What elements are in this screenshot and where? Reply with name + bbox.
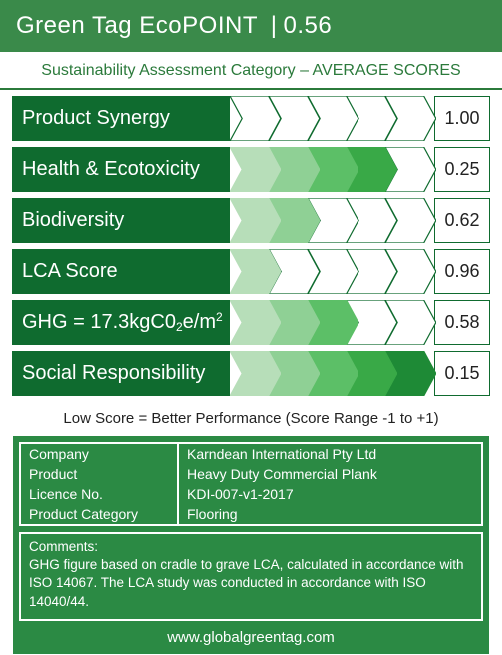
score-row: Health & Ecotoxicity 0.25 — [12, 147, 490, 192]
chevron — [230, 198, 269, 243]
comments-label: Comments: — [29, 538, 473, 556]
chevron — [230, 96, 269, 141]
header-divider: | — [271, 12, 278, 39]
comments-text: GHG figure based on cradle to grave LCA,… — [29, 556, 473, 611]
chevron-bar — [230, 300, 424, 345]
chevron — [230, 147, 269, 192]
info-key: Company — [21, 444, 179, 464]
header-title: Green Tag EcoPOINT — [16, 12, 258, 39]
chevron-bar — [230, 198, 424, 243]
website: www.globalgreentag.com — [13, 627, 489, 654]
info-table: CompanyKarndean International Pty LtdPro… — [19, 442, 483, 526]
score-row: Social Responsibility 0.15 — [12, 351, 490, 396]
score-rows: Product Synergy 1.00 Health & Ecotoxicity 0… — [0, 90, 502, 400]
comments-box: Comments: GHG figure based on cradle to … — [19, 532, 483, 621]
score-row: LCA Score 0.96 — [12, 249, 490, 294]
row-label: GHG = 17.3kgC02e/m2 — [12, 300, 230, 345]
chevron-bar — [230, 96, 424, 141]
header: Green Tag EcoPOINT |0.56 — [0, 0, 502, 52]
score-value: 0.96 — [434, 249, 490, 294]
info-key: Product — [21, 464, 179, 484]
row-label: Product Synergy — [12, 96, 230, 141]
info-key: Product Category — [21, 504, 179, 524]
chevron — [230, 300, 269, 345]
chevron-bar — [230, 249, 424, 294]
row-label: Biodiversity — [12, 198, 230, 243]
legend: Low Score = Better Performance (Score Ra… — [0, 400, 502, 435]
row-label: LCA Score — [12, 249, 230, 294]
chevron-bar — [230, 147, 424, 192]
header-score: 0.56 — [283, 12, 332, 39]
info-value: Heavy Duty Commercial Plank — [179, 464, 481, 484]
info-panel: CompanyKarndean International Pty LtdPro… — [12, 435, 490, 655]
score-row: Product Synergy 1.00 — [12, 96, 490, 141]
chevron — [230, 249, 269, 294]
row-label: Social Responsibility — [12, 351, 230, 396]
score-value: 0.62 — [434, 198, 490, 243]
score-row: GHG = 17.3kgC02e/m2 0.58 — [12, 300, 490, 345]
subheader: Sustainability Assessment Category – AVE… — [0, 52, 502, 90]
score-value: 0.58 — [434, 300, 490, 345]
info-value: Flooring — [179, 504, 481, 524]
row-label: Health & Ecotoxicity — [12, 147, 230, 192]
chevron-bar — [230, 351, 424, 396]
info-value: KDI-007-v1-2017 — [179, 484, 481, 504]
info-value: Karndean International Pty Ltd — [179, 444, 481, 464]
score-value: 1.00 — [434, 96, 490, 141]
score-value: 0.15 — [434, 351, 490, 396]
info-key: Licence No. — [21, 484, 179, 504]
chevron — [230, 351, 269, 396]
score-value: 0.25 — [434, 147, 490, 192]
score-row: Biodiversity 0.62 — [12, 198, 490, 243]
